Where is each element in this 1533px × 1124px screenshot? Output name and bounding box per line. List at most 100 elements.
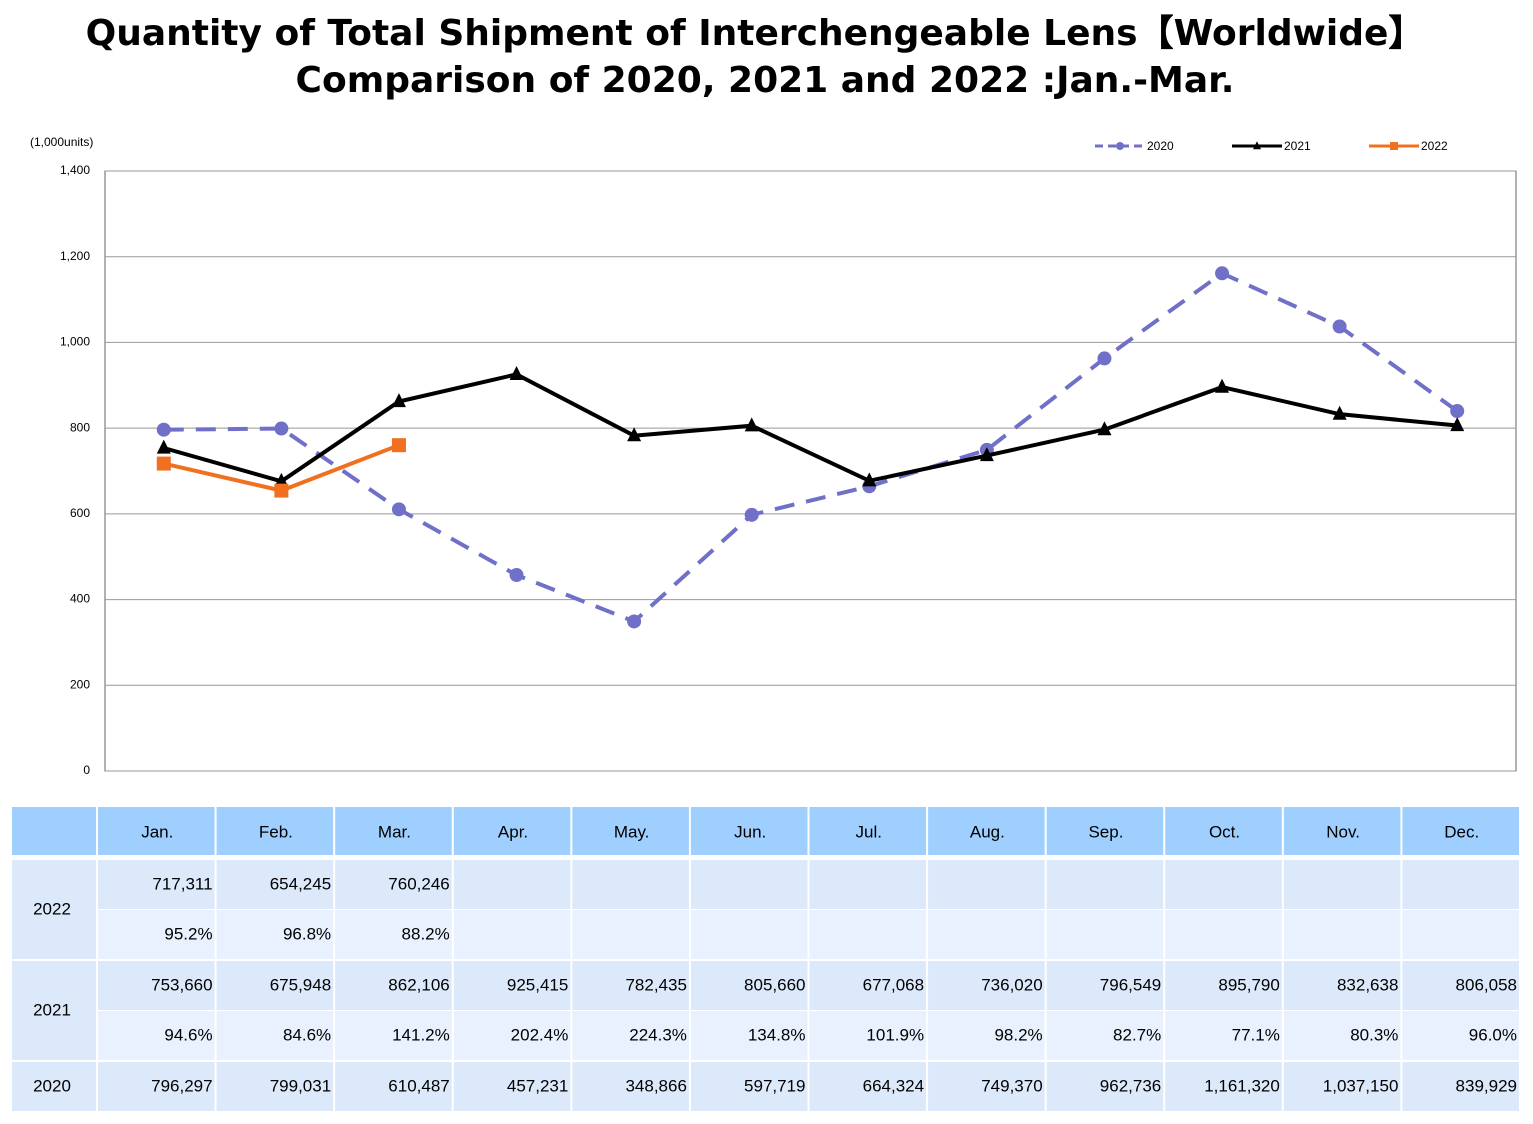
marker (274, 421, 289, 436)
table-cell: 796,549 (1100, 975, 1161, 994)
chart-title: Quantity of Total Shipment of Intercheng… (86, 13, 1425, 54)
table-cell: 1,161,320 (1204, 1076, 1280, 1095)
series-line (163, 372, 1458, 484)
marker (1215, 378, 1230, 393)
table-row-header (12, 860, 97, 959)
marker (627, 614, 642, 629)
marker (1215, 266, 1230, 281)
marker (1450, 404, 1465, 419)
table-cell: 224.3% (629, 1025, 687, 1044)
y-tick-label: 1,400 (60, 163, 90, 177)
table-cell: 95.2% (164, 924, 212, 943)
table-header (12, 807, 1521, 855)
table-row-label: 2021 (33, 1000, 71, 1019)
table-cell: 895,790 (1218, 975, 1279, 994)
table-cell: 796,297 (151, 1076, 212, 1095)
series-line (163, 270, 1459, 624)
marker (274, 483, 289, 498)
table-cell: 1,037,150 (1323, 1076, 1399, 1095)
table-cell: 77.1% (1232, 1025, 1280, 1044)
table-header-label: May. (614, 822, 650, 841)
marker (391, 502, 406, 517)
y-tick-label: 1,200 (60, 249, 90, 263)
table-cell: 717,311 (152, 874, 212, 893)
marker (1450, 417, 1465, 432)
table-header-label: Apr. (498, 822, 528, 841)
table-cell: 141.2% (392, 1025, 450, 1044)
table-row-label: 2022 (33, 899, 71, 918)
table-cell: 832,638 (1337, 975, 1398, 994)
y-tick-label: 400 (70, 592, 90, 606)
table-cell: 736,020 (981, 975, 1042, 994)
y-tick-label: 800 (70, 420, 90, 434)
table-cell: 88.2% (402, 924, 450, 943)
table-cell: 94.6% (164, 1025, 212, 1044)
table-cell: 664,324 (863, 1076, 924, 1095)
table-cell: 98.2% (994, 1025, 1042, 1044)
table-cell: 806,058 (1456, 975, 1517, 994)
marker (1116, 142, 1124, 150)
marker (509, 568, 524, 583)
table-cell: 760,246 (388, 874, 449, 893)
marker (156, 456, 171, 471)
table-header-label: Oct. (1209, 822, 1240, 841)
marker (862, 472, 877, 487)
table-cell: 962,736 (1100, 1076, 1161, 1095)
marker (274, 472, 289, 487)
chart-subtitle: Comparison of 2020, 2021 and 2022 :Jan.-… (296, 60, 1235, 101)
marker (1253, 141, 1261, 150)
marker (979, 447, 994, 462)
marker (156, 422, 171, 437)
marker (1332, 319, 1347, 334)
y-tick-label: 1,000 (60, 335, 90, 349)
table-header-label: Dec. (1444, 822, 1479, 841)
table-cell: 610,487 (388, 1076, 449, 1095)
y-tick-label: 0 (83, 763, 90, 777)
table-cell: 84.6% (283, 1025, 331, 1044)
table-row-label: 2020 (33, 1076, 71, 1095)
table-cell: 80.3% (1350, 1025, 1398, 1044)
table-header-label: Mar. (378, 822, 411, 841)
table-cell: 925,415 (507, 975, 568, 994)
table-header-label: Sep. (1088, 822, 1123, 841)
table-cell: 749,370 (981, 1076, 1042, 1095)
marker (1390, 142, 1398, 150)
marker (1332, 405, 1347, 420)
plot-area (104, 170, 1517, 772)
marker (1097, 351, 1112, 366)
table-cell: 101.9% (866, 1025, 924, 1044)
table-cell: 862,106 (388, 975, 449, 994)
table-cell: 202.4% (511, 1025, 569, 1044)
table-cell: 799,031 (270, 1076, 331, 1095)
table-header-label: Aug. (970, 822, 1005, 841)
marker (156, 439, 171, 454)
table-cell: 96.0% (1469, 1025, 1517, 1044)
table-row-header (12, 961, 97, 1060)
table-header-label: Nov. (1326, 822, 1360, 841)
table-cell: 805,660 (744, 975, 805, 994)
table-cell: 675,948 (270, 975, 331, 994)
table-cell: 348,866 (625, 1076, 686, 1095)
table-cell: 753,660 (151, 975, 212, 994)
marker (509, 365, 524, 380)
y-unit-label: (1,000units) (30, 135, 93, 149)
table-cell: 654,245 (270, 874, 331, 893)
table-header-label: Jul. (856, 822, 882, 841)
legend-label: 2022 (1421, 139, 1448, 153)
table-cell: 782,435 (625, 975, 686, 994)
legend-label: 2021 (1284, 139, 1311, 153)
marker (627, 427, 642, 442)
table-cell: 457,231 (507, 1076, 568, 1095)
legend-label: 2020 (1147, 139, 1174, 153)
table-cell: 82.7% (1113, 1025, 1161, 1044)
table-header-label: Feb. (259, 822, 293, 841)
table-cell: 134.8% (748, 1025, 806, 1044)
table-cell: 96.8% (283, 924, 331, 943)
y-tick-label: 600 (70, 506, 90, 520)
table-header-label: Jun. (734, 822, 766, 841)
marker (744, 417, 759, 432)
table-cell: 677,068 (863, 975, 924, 994)
y-tick-label: 200 (70, 677, 90, 691)
table-cell: 597,719 (744, 1076, 805, 1095)
